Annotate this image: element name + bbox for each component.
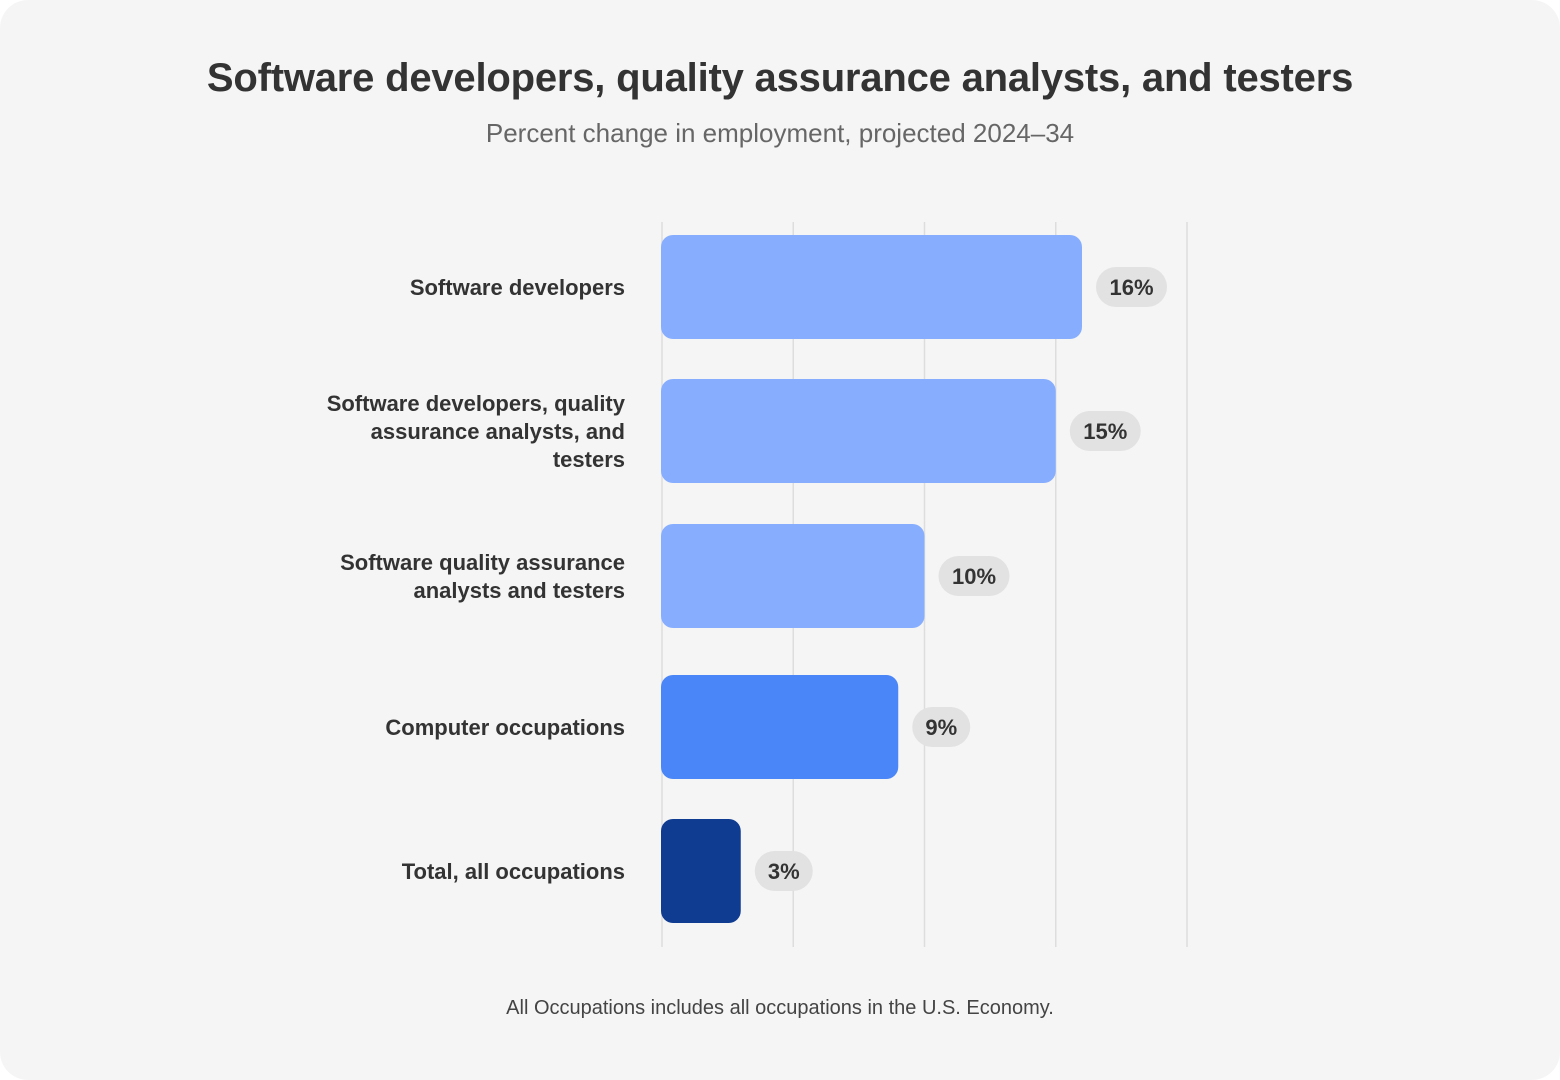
value-pill [754, 851, 813, 891]
chart-title: Software developers, quality assurance a… [206, 56, 1354, 100]
category-label: Software developers, quality assurance an… [327, 391, 626, 472]
category-label: Total, all occupations [402, 859, 625, 884]
value-pill [912, 707, 971, 747]
value-label: 16% [1109, 275, 1153, 300]
category-label: Software quality assurance analysts and t… [340, 550, 625, 603]
category-label: Software developers [410, 275, 625, 300]
bar [661, 235, 1082, 339]
value-label: 3% [768, 859, 800, 884]
chart-subtitle: Percent change in employment, projected … [485, 118, 1075, 148]
value-label: 10% [952, 564, 996, 589]
value-pill [1096, 267, 1167, 307]
value-pill [938, 556, 1010, 596]
value-label: 9% [925, 715, 957, 740]
value-label: 15% [1083, 419, 1127, 444]
category-label: Computer occupations [385, 715, 625, 740]
bar [661, 819, 741, 923]
bar [661, 379, 1056, 483]
value-pill [1069, 411, 1141, 451]
chart-footnote: All Occupations includes all occupations… [506, 997, 1054, 1019]
bar [661, 675, 899, 779]
bar [661, 524, 925, 628]
